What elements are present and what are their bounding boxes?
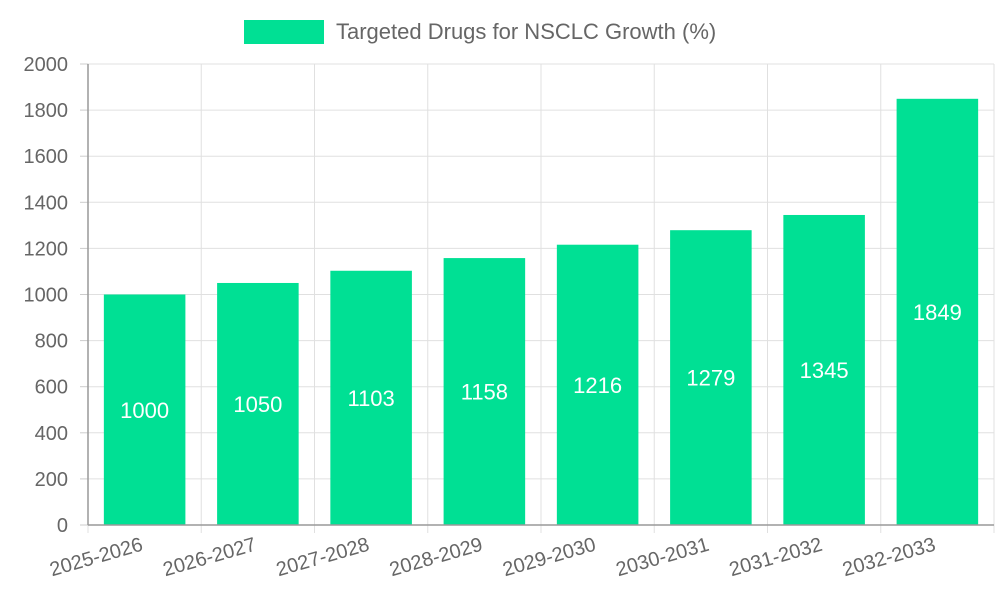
- bar: [896, 98, 979, 526]
- y-tick-label: 1000: [24, 285, 69, 307]
- bars: [103, 98, 979, 526]
- x-tick-label: 2026-2027: [161, 534, 259, 582]
- bar: [217, 282, 299, 525]
- bar-value-label: 1000: [120, 398, 169, 423]
- legend[interactable]: Targeted Drugs for NSCLC Growth (%): [244, 19, 716, 44]
- x-tick-label: 2029-2030: [500, 534, 598, 582]
- bar-value-label: 1216: [573, 373, 622, 398]
- y-tick-label: 1200: [24, 238, 69, 260]
- bar: [670, 230, 752, 526]
- bar-value-label: 1103: [347, 386, 394, 411]
- bar-value-label: 1279: [686, 366, 735, 391]
- legend-swatch: [244, 20, 324, 44]
- bar: [103, 294, 186, 525]
- x-axis-ticks: 2025-2026 2026-2027 2027-2028 2028-2029 2029…: [47, 534, 938, 582]
- x-tick-label: 2025-2026: [47, 534, 145, 582]
- bar-value-label: 1158: [461, 380, 508, 405]
- bar-value-label: 1345: [800, 358, 849, 383]
- y-tick-label: 1400: [24, 192, 69, 214]
- y-axis-ticks: 0 200 400 600 800 1000 1200 1400 1600 1800 2000: [24, 54, 88, 537]
- y-tick-label: 200: [35, 469, 68, 491]
- y-tick-label: 1800: [24, 100, 69, 122]
- bar-value-label: 1849: [913, 300, 962, 325]
- bar: [783, 214, 865, 526]
- bar-value-label: 1050: [233, 392, 282, 417]
- y-tick-label: 600: [35, 377, 68, 399]
- x-tick-label: 2032-2033: [840, 534, 938, 582]
- x-tick-label: 2028-2029: [387, 534, 485, 582]
- x-tick-label: 2031-2032: [727, 534, 825, 582]
- y-tick-label: 0: [57, 515, 68, 537]
- y-tick-label: 400: [35, 423, 68, 445]
- data-labels: 1000 1050 1103 1158 1216 1279 1345 1849: [120, 300, 962, 423]
- y-tick-label: 800: [35, 331, 68, 353]
- legend-label: Targeted Drugs for NSCLC Growth (%): [336, 19, 716, 44]
- y-tick-label: 2000: [24, 54, 69, 76]
- bar: [443, 258, 526, 525]
- bar: [330, 270, 412, 525]
- x-tick-label: 2027-2028: [274, 534, 372, 582]
- x-tick-label: 2030-2031: [614, 534, 712, 582]
- bar: [556, 244, 639, 525]
- y-tick-label: 1600: [24, 146, 69, 168]
